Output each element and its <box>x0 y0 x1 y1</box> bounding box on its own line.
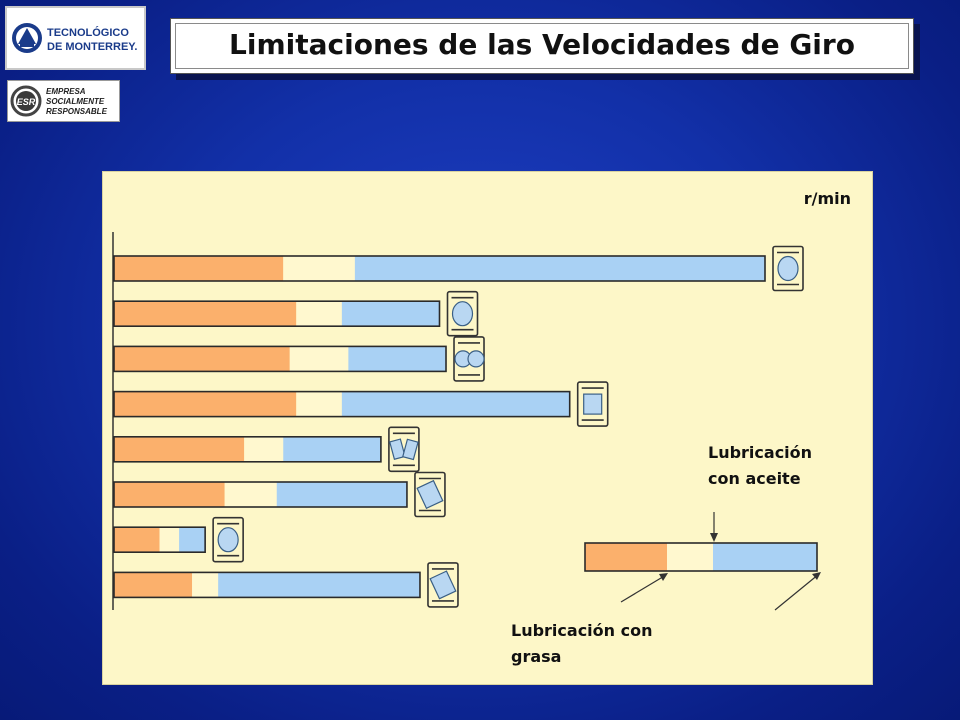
bar-row-double-row-angular-ball <box>113 345 447 373</box>
legend-oil-end-arrow <box>774 573 820 611</box>
bar-gap-segment <box>289 346 349 372</box>
bar-oil-segment <box>341 391 570 417</box>
bar-gap-segment <box>283 256 355 281</box>
bar-gap-segment <box>296 301 342 327</box>
legend-grease-segment <box>585 543 667 571</box>
legend-bar-outline <box>584 542 818 572</box>
bar-grease-segment <box>114 482 225 507</box>
bar-outline <box>113 390 571 418</box>
bar-gap-segment <box>192 572 219 598</box>
bearing-housing <box>388 426 420 473</box>
legend-grease-arrowhead <box>659 573 668 581</box>
unit-label: r/min <box>804 189 851 208</box>
rolling-roller <box>402 438 419 461</box>
tec-monterrey-emblem-icon: TECNOLÓGICO DE MONTERREY. <box>12 23 137 53</box>
bearing-housing <box>446 290 479 337</box>
self-aligning-ball-bearing-icon <box>212 516 244 563</box>
bearing-housing <box>414 471 446 518</box>
rolling-roller <box>583 393 603 415</box>
bar-row-spherical-roller-thrust <box>113 571 421 599</box>
esr-badge-text: ESR <box>17 97 36 107</box>
legend-oil-segment <box>713 543 817 571</box>
legend-bar <box>584 542 818 572</box>
rolling-roller <box>389 438 406 461</box>
bar-oil-segment <box>276 482 407 507</box>
bar-outline <box>113 481 408 508</box>
esr-line-2: SOCIALMENTE <box>46 97 105 106</box>
bearing-housing <box>427 562 459 608</box>
rolling-ball <box>467 350 485 368</box>
bar-oil-segment <box>179 527 206 553</box>
legend-grease-arrow <box>620 574 667 603</box>
bearing-housing <box>576 381 609 427</box>
legend-oil-arrowhead <box>710 533 718 542</box>
bar-gap-segment <box>244 436 284 462</box>
bar-gap-segment <box>159 527 180 553</box>
legend-grease-word-1: Lubricación con <box>511 621 652 640</box>
bar-grease-segment <box>114 391 297 417</box>
legend-gap-segment <box>667 543 713 571</box>
bar-grease-segment <box>114 436 245 462</box>
bar-grease-segment <box>114 256 284 281</box>
bar-row-angular-contact-ball <box>113 300 441 327</box>
bar-outline <box>113 300 441 327</box>
bar-group <box>113 255 766 599</box>
chart-panel: r/min Lubricación con aceite Lubricación… <box>102 171 873 685</box>
bar-row-cylindrical-roller <box>113 390 571 418</box>
bar-row-self-aligning-ball <box>113 526 206 554</box>
cylindrical-roller-bearing-icon <box>576 381 609 427</box>
double-row-angular-ball-bearing-icon <box>453 336 485 382</box>
speed-limit-chart: r/min Lubricación con aceite Lubricación… <box>112 189 851 666</box>
spherical-roller-thrust-bearing-icon <box>427 562 459 608</box>
bar-oil-segment <box>218 572 420 598</box>
legend-oil-end-arrowhead <box>812 572 821 580</box>
legend-oil-word-1: Lubricación <box>708 443 812 462</box>
esr-line-3: RESPONSABLE <box>46 107 108 116</box>
legend-grease-word-2: grasa <box>511 647 561 666</box>
esr-emblem-icon: ESR EMPRESA SOCIALMENTE RESPONSABLE <box>10 85 108 117</box>
bearing-housing <box>772 245 804 292</box>
spherical-roller-bearing-icon <box>388 426 420 473</box>
legend: Lubricación con aceite Lubricación con g… <box>511 443 821 666</box>
bar-row-tapered-roller <box>113 481 408 508</box>
bar-grease-segment <box>114 527 160 553</box>
tapered-roller-bearing-icon <box>414 471 446 518</box>
bar-outline <box>113 255 766 282</box>
title-inner-frame <box>175 23 909 69</box>
bar-outline <box>113 345 447 373</box>
logo-line-1: TECNOLÓGICO <box>47 26 129 39</box>
slide-title: Limitaciones de las Velocidades de Giro <box>229 28 855 61</box>
bar-row-spherical-roller <box>113 435 382 463</box>
legend-grease-label: Lubricación con grasa <box>511 621 658 666</box>
bar-oil-segment <box>283 436 381 462</box>
deep-groove-ball-bearing-icon <box>772 245 804 292</box>
bar-oil-segment <box>354 256 765 281</box>
bearing-icon-group <box>212 245 804 608</box>
legend-oil-word-2: con aceite <box>708 469 801 488</box>
bar-oil-segment <box>348 346 447 372</box>
bar-gap-segment <box>296 391 342 417</box>
bar-gap-segment <box>224 482 277 507</box>
logo-line-2: DE MONTERREY. <box>47 41 137 53</box>
bar-oil-segment <box>341 301 440 327</box>
bar-row-deep-groove-ball <box>113 255 766 282</box>
rolling-ball <box>451 301 474 327</box>
bar-grease-segment <box>114 346 290 372</box>
rolling-ball <box>217 527 239 553</box>
bar-outline <box>113 526 206 554</box>
angular-contact-ball-bearing-icon <box>446 290 479 337</box>
bearing-housing <box>212 516 244 563</box>
bar-grease-segment <box>114 301 297 327</box>
bar-outline <box>113 571 421 599</box>
rolling-ball <box>777 255 799 282</box>
slide-title-box: Limitaciones de las Velocidades de Giro <box>170 18 914 74</box>
rolling-roller <box>416 479 444 510</box>
bar-outline <box>113 435 382 463</box>
tec-monterrey-logo: TECNOLÓGICO DE MONTERREY. <box>5 6 146 70</box>
rolling-roller <box>429 570 457 600</box>
esr-logo: ESR EMPRESA SOCIALMENTE RESPONSABLE <box>7 80 120 122</box>
bar-grease-segment <box>114 572 193 598</box>
legend-oil-label: Lubricación con aceite <box>708 443 818 488</box>
esr-line-1: EMPRESA <box>46 87 86 96</box>
